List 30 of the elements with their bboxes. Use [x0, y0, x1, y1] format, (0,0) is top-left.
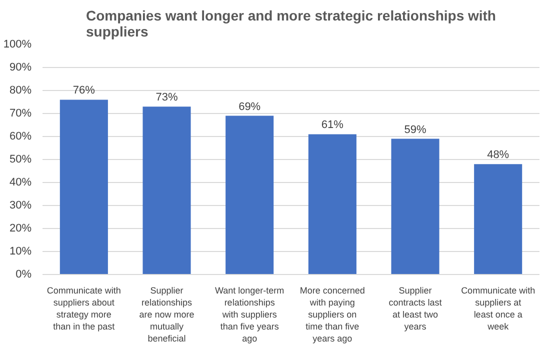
y-tick-label: 30%	[9, 200, 32, 212]
data-label: 76%	[72, 84, 96, 97]
bar	[226, 116, 274, 274]
y-tick-label: 80%	[9, 84, 32, 96]
y-tick-label: 70%	[9, 108, 32, 120]
chart-title: Companies want longer and more strategic relationships with suppliers	[86, 8, 496, 40]
x-tick-label: More concerned with paying suppliers on time than five years ago	[300, 286, 365, 344]
y-tick-label: 90%	[9, 62, 32, 74]
bar	[391, 138, 440, 274]
data-label: 61%	[321, 119, 344, 132]
data-label: 73%	[156, 92, 178, 104]
y-tick-label: 50%	[9, 154, 32, 166]
x-tick-label: Supplier contracts last at least two years	[388, 286, 442, 332]
y-tick-label: 20%	[9, 222, 32, 234]
bar	[308, 134, 356, 274]
y-tick-label: 40%	[9, 176, 32, 188]
bar	[60, 100, 108, 274]
x-tick-label: Supplier relationships are now more mutually beneficial	[139, 286, 194, 344]
y-tick-label: 60%	[9, 130, 32, 142]
data-label: 59%	[404, 124, 426, 136]
bar	[474, 164, 522, 274]
y-tick-label: 0%	[16, 268, 32, 280]
data-label: 48%	[487, 149, 510, 162]
y-tick-label: 10%	[9, 246, 32, 258]
x-tick-label: Communicate with suppliers at least once a week	[461, 286, 536, 332]
bar	[142, 106, 191, 274]
data-label: 69%	[238, 100, 261, 113]
y-tick-label: 100%	[3, 38, 32, 50]
x-tick-label: Communicate with suppliers about strategy more than in the past	[46, 286, 121, 332]
x-tick-label: Want longer-term relationships with suppliers than five years ago	[214, 286, 284, 344]
